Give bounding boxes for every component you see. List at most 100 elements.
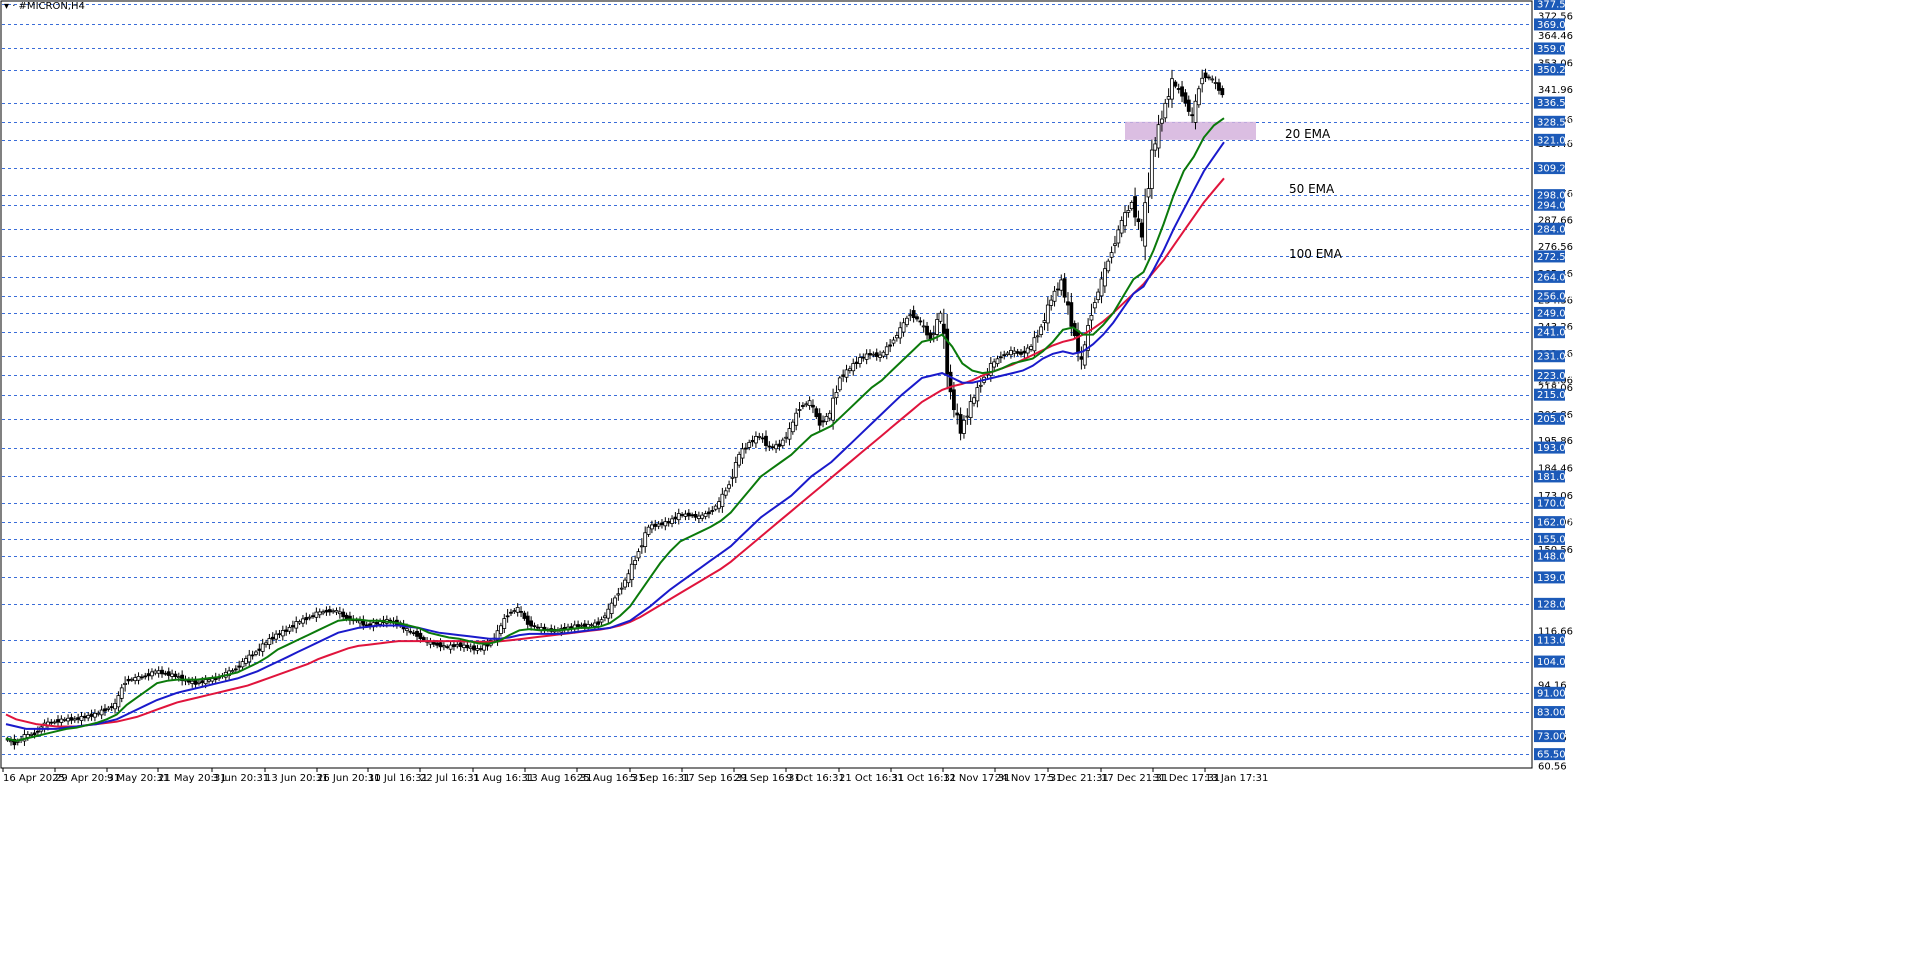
x-tick-label-6: 26 Jun 20:31 [317, 773, 381, 784]
candle-88-0 [891, 336, 896, 347]
y-tick-label-18: 173.06 [1538, 491, 1573, 502]
candle-113-0 [1143, 188, 1148, 261]
y-tick-label-21: 116.66 [1538, 627, 1573, 638]
plot-frame [0, 0, 1533, 769]
candle-89-1 [905, 315, 909, 328]
svg-text:215.00: 215.00 [1537, 390, 1572, 401]
candle-103-2 [1049, 294, 1054, 311]
candle-10-0 [106, 705, 111, 712]
candle-102-1 [1035, 329, 1040, 343]
price-axis[interactable]: 372.56364.46353.06341.96329.56319.46298.… [1534, 0, 1573, 773]
level-tag-19: 205.00 [1534, 412, 1572, 425]
candle-102-2 [1039, 323, 1044, 338]
candle-72-1 [733, 456, 738, 484]
candle-80-0 [811, 399, 815, 414]
level-tag-8: 298.00 [1534, 189, 1572, 202]
x-tick-label-2: 9 May 20:31 [107, 773, 169, 784]
svg-text:321.00: 321.00 [1537, 135, 1572, 146]
svg-text:284.00: 284.00 [1537, 224, 1572, 235]
svg-text:205.00: 205.00 [1537, 414, 1572, 425]
svg-text:193.00: 193.00 [1537, 443, 1572, 454]
candle-25-1 [260, 638, 265, 657]
level-tag-14: 249.00 [1534, 306, 1572, 319]
candle-62-0 [629, 556, 634, 588]
candle-108-0 [1092, 297, 1097, 314]
candle-112-0 [1133, 187, 1137, 226]
svg-text:148.00: 148.00 [1537, 551, 1572, 562]
candle-63-1 [643, 526, 648, 553]
candle-63-2 [646, 524, 651, 537]
svg-text:350.25: 350.25 [1537, 65, 1572, 76]
candle-26-0 [267, 633, 272, 650]
x-tick-label-10: 13 Aug 16:31 [525, 773, 592, 784]
candlestick-series [5, 68, 1225, 750]
candle-71-2 [727, 480, 731, 493]
candle-78-0 [790, 419, 795, 435]
candle-60-0 [609, 598, 614, 619]
level-tag-11: 272.50 [1534, 250, 1572, 263]
candle-84-2 [858, 353, 862, 368]
y-tick-label-7: 287.66 [1538, 215, 1573, 226]
candle-73-1 [743, 442, 748, 454]
candle-50-2 [515, 603, 520, 617]
level-tag-18: 215.00 [1534, 388, 1572, 401]
candle-115-2 [1170, 69, 1174, 108]
candle-120-2 [1220, 85, 1225, 98]
candle-119-0 [1203, 68, 1208, 82]
level-tag-3: 350.25 [1534, 63, 1572, 76]
svg-text:73.00: 73.00 [1537, 732, 1566, 743]
svg-text:223.00: 223.00 [1537, 371, 1572, 382]
candle-91-1 [925, 321, 929, 340]
candle-71-1 [723, 487, 728, 499]
candle-76-1 [774, 440, 778, 454]
x-tick-label-23: 13 Jan 17:31 [1205, 773, 1268, 784]
level-tag-22: 170.00 [1534, 496, 1572, 509]
svg-text:359.00: 359.00 [1537, 44, 1572, 55]
candle-52-1 [532, 622, 537, 629]
candle-98-0 [992, 358, 997, 371]
y-tick-label-24: 60.56 [1538, 762, 1567, 773]
candle-11-2 [123, 676, 128, 692]
candle-90-2 [918, 317, 923, 326]
svg-text:264.00: 264.00 [1537, 272, 1572, 283]
x-tick-label-9: 1 Aug 16:31 [473, 773, 534, 784]
candle-64-0 [650, 520, 654, 534]
svg-text:104.00: 104.00 [1537, 657, 1572, 668]
x-tick-label-7: 10 Jul 16:31 [368, 773, 428, 784]
candle-44-0 [448, 640, 453, 654]
candle-28-0 [287, 624, 292, 635]
candle-92-2 [938, 310, 943, 324]
candle-49-2 [505, 609, 510, 623]
x-tick-label-8: 22 Jul 16:31 [420, 773, 480, 784]
chart-title: ▾ · #MICRON,H4 [4, 1, 85, 12]
candle-61-1 [623, 577, 627, 590]
candle-117-0 [1183, 89, 1188, 107]
x-tick-label-22: 31 Dec 17:31 [1153, 773, 1220, 784]
candle-24-1 [250, 650, 255, 660]
x-tick-label-5: 13 Jun 20:31 [265, 773, 329, 784]
x-tick-label-17: 31 Oct 16:31 [891, 773, 956, 784]
candle-108-2 [1099, 271, 1104, 304]
candle-24-0 [247, 649, 252, 668]
candle-87-2 [888, 339, 893, 353]
level-tag-29: 104.00 [1534, 655, 1572, 668]
candle-105-0 [1062, 273, 1067, 303]
candle-66-0 [670, 515, 674, 528]
candle-8-2 [93, 709, 97, 722]
candle-79-0 [801, 402, 805, 410]
svg-text:170.00: 170.00 [1537, 498, 1572, 509]
level-tag-5: 328.50 [1534, 115, 1572, 128]
level-tag-9: 294.00 [1534, 198, 1572, 211]
candle-61-0 [619, 582, 624, 595]
y-tick-label-8: 276.56 [1538, 242, 1573, 253]
candle-11-1 [119, 684, 124, 703]
candle-95-0 [962, 415, 966, 439]
candle-17-1 [180, 670, 185, 686]
level-tag-13: 256.00 [1534, 290, 1572, 303]
level-tag-16: 231.00 [1534, 350, 1572, 363]
candle-90-1 [915, 314, 919, 322]
candle-75-1 [764, 430, 768, 452]
level-tag-2: 359.00 [1534, 42, 1572, 55]
